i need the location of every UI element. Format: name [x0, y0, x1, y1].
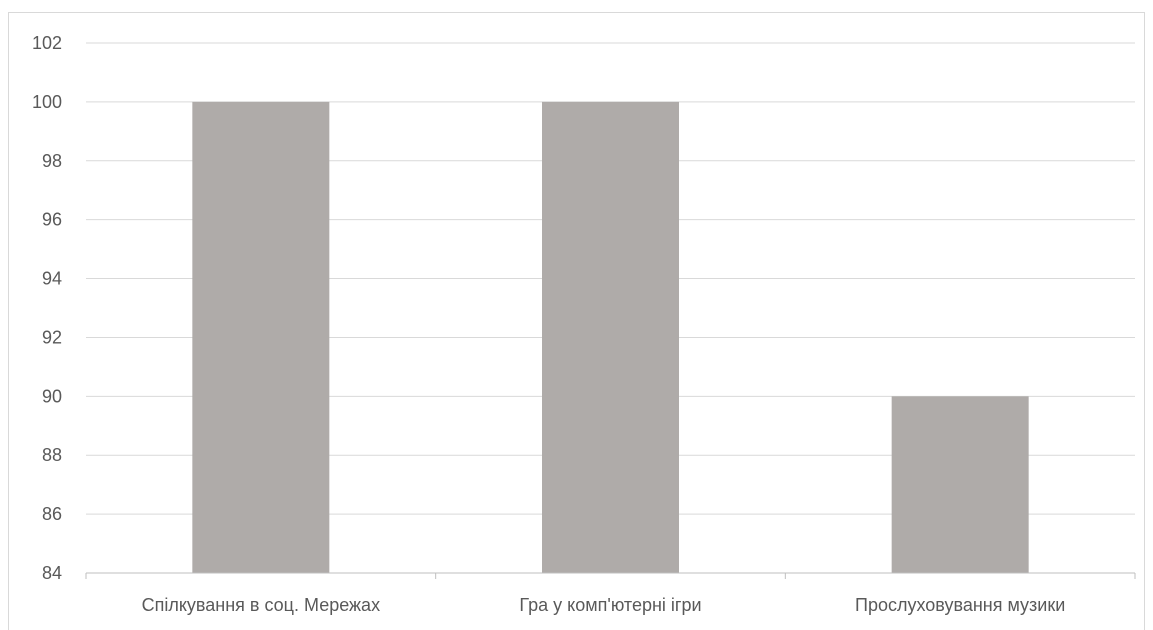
y-tick-label-98: 98 — [42, 151, 62, 171]
category-labels: Спілкування в соц. Мережах Гра у комп'юте… — [142, 595, 1066, 615]
x-category-label-2: Гра у комп'ютерні ігри — [519, 595, 701, 615]
y-tick-label-86: 86 — [42, 504, 62, 524]
bar-3 — [891, 396, 1029, 573]
y-tick-label-84: 84 — [42, 563, 62, 583]
bar-1 — [192, 101, 330, 573]
y-tick-label-100: 100 — [32, 92, 62, 112]
y-tick-labels: 84 86 88 90 92 94 96 98 100 102 — [32, 33, 62, 583]
y-tick-label-88: 88 — [42, 445, 62, 465]
y-tick-label-96: 96 — [42, 210, 62, 230]
y-tick-label-102: 102 — [32, 33, 62, 53]
y-tick-label-92: 92 — [42, 327, 62, 347]
bar-2 — [542, 101, 679, 573]
x-category-label-3: Прослуховування музики — [855, 595, 1065, 615]
y-tick-label-94: 94 — [42, 269, 62, 289]
x-axis — [85, 572, 1136, 579]
x-category-label-1: Спілкування в соц. Мережах — [142, 595, 381, 615]
bars — [192, 101, 1029, 573]
y-tick-label-90: 90 — [42, 386, 62, 406]
